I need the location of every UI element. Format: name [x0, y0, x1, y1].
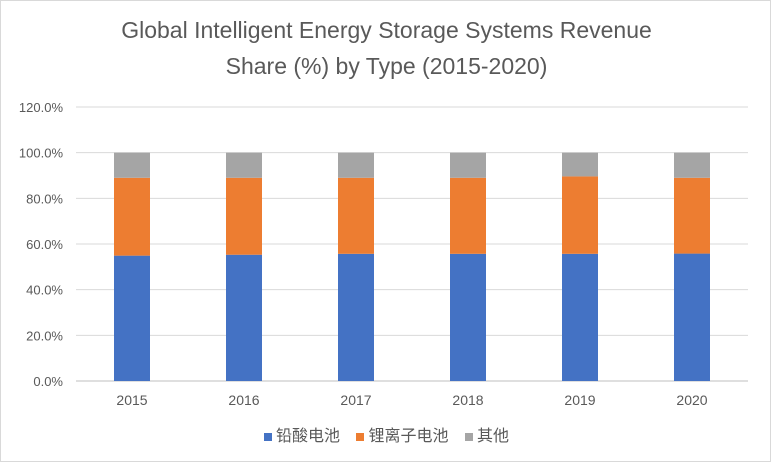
bar-segment: [114, 177, 150, 256]
bar-segment: [226, 254, 262, 381]
bar-segment: [450, 177, 486, 254]
y-tick-label: 120.0%: [19, 100, 64, 115]
bar-segment: [226, 177, 262, 255]
x-tick-label: 2015: [116, 392, 147, 408]
legend-swatch: [464, 432, 473, 441]
legend-swatch: [264, 432, 273, 441]
y-tick-label: 0.0%: [33, 374, 63, 389]
bar-segment: [338, 177, 374, 254]
bar-segment: [338, 152, 374, 178]
bar-segment: [562, 152, 598, 177]
bar-segment: [338, 253, 374, 381]
bar-segment: [114, 255, 150, 381]
y-tick-label: 40.0%: [26, 283, 63, 298]
bar-segment: [114, 152, 150, 178]
legend-item[interactable]: 锂离子电池: [356, 428, 449, 445]
y-tick-label: 100.0%: [19, 146, 64, 161]
legend-item[interactable]: 其他: [464, 428, 509, 445]
bar-segment: [562, 176, 598, 254]
legend-label: 其他: [476, 428, 509, 445]
y-tick-label: 80.0%: [26, 191, 63, 206]
x-tick-label: 2020: [676, 392, 707, 408]
bar-segment: [226, 152, 262, 178]
bar-segment: [562, 253, 598, 381]
x-tick-label: 2017: [340, 392, 371, 408]
y-tick-label: 60.0%: [26, 237, 63, 252]
chart-title-line1: Global Intelligent Energy Storage System…: [121, 17, 652, 43]
y-tick-label: 20.0%: [26, 328, 63, 343]
legend-swatch: [356, 432, 365, 441]
bar-segment: [450, 152, 486, 178]
chart-title-line2: Share (%) by Type (2015-2020): [225, 53, 548, 79]
bar-segment: [674, 152, 710, 178]
bar-segment: [674, 177, 710, 254]
x-tick-label: 2018: [452, 392, 483, 408]
legend-item[interactable]: 铅酸电池: [264, 428, 340, 445]
legend: 铅酸电池 锂离子电池 其他: [1, 422, 770, 446]
bar-segment: [674, 253, 710, 381]
bar-segment: [450, 253, 486, 381]
legend-label: 锂离子电池: [368, 428, 449, 445]
x-tick-label: 2019: [564, 392, 595, 408]
legend-label: 铅酸电池: [276, 428, 341, 445]
x-tick-label: 2016: [228, 392, 259, 408]
